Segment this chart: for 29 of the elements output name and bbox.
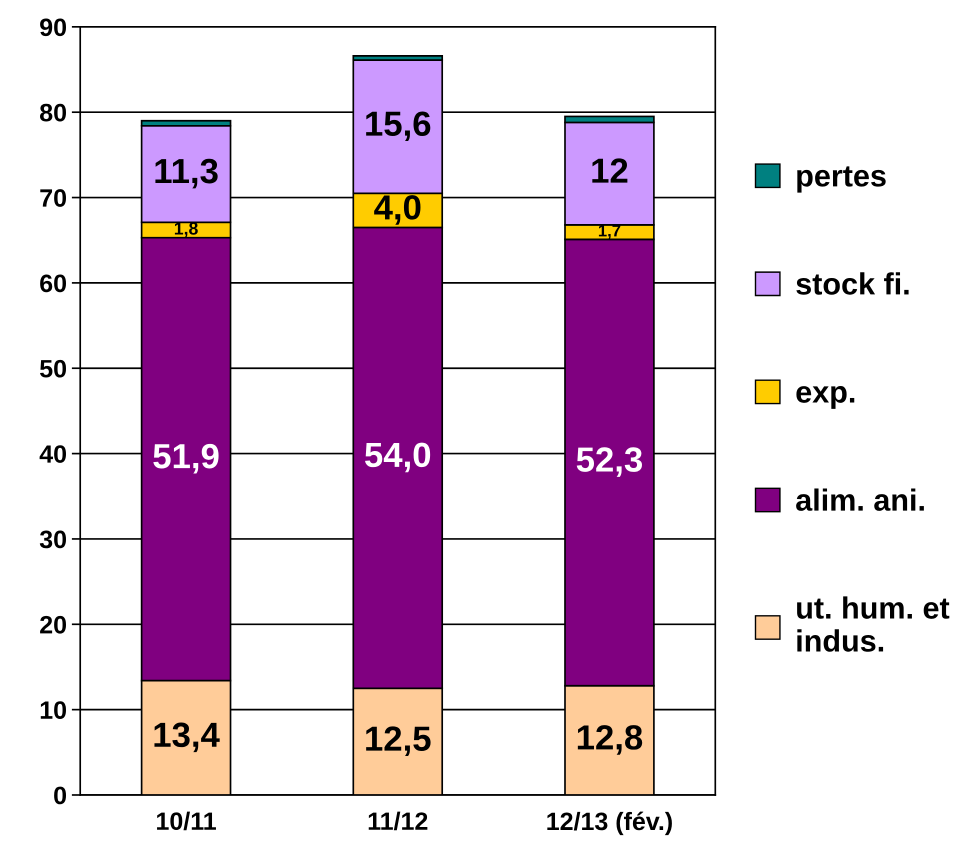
- y-tick-label: 60: [40, 274, 66, 292]
- x-tick-label: 10/11: [157, 812, 216, 830]
- data-label: 12,5: [366, 726, 431, 756]
- y-tick-label: 90: [40, 18, 66, 36]
- data-label: 54,0: [365, 442, 430, 472]
- data-label: 11,3: [155, 158, 218, 188]
- y-tick-label: 30: [40, 530, 66, 548]
- x-tick-label: 11/12: [368, 812, 428, 830]
- y-tick-label: 70: [40, 189, 66, 207]
- data-label: 1,8: [174, 222, 198, 238]
- data-label: 52,3: [576, 447, 642, 477]
- data-label: 51,9: [153, 444, 219, 474]
- y-tick-label: 0: [54, 786, 66, 804]
- data-label: 15,6: [366, 111, 430, 142]
- legend-label: alim. ani.: [796, 488, 924, 511]
- data-label: 13,4: [154, 722, 220, 752]
- y-tick-label: 50: [40, 360, 66, 378]
- legend-label: exp.: [796, 386, 854, 409]
- legend-label: stock fi.: [796, 272, 909, 295]
- y-tick-label: 40: [40, 445, 66, 463]
- x-tick-label: 12/13 (fév.): [547, 812, 672, 836]
- y-tick-label: 10: [40, 701, 66, 719]
- y-tick-label: 20: [40, 616, 66, 634]
- y-tick-label: 80: [40, 104, 66, 122]
- legend-label: pertes: [797, 166, 886, 193]
- data-label: 12,8: [578, 725, 642, 755]
- legend-label: ut. hum. et indus.: [797, 596, 950, 652]
- data-label: 4,0: [374, 195, 420, 225]
- data-label: 12: [592, 158, 628, 183]
